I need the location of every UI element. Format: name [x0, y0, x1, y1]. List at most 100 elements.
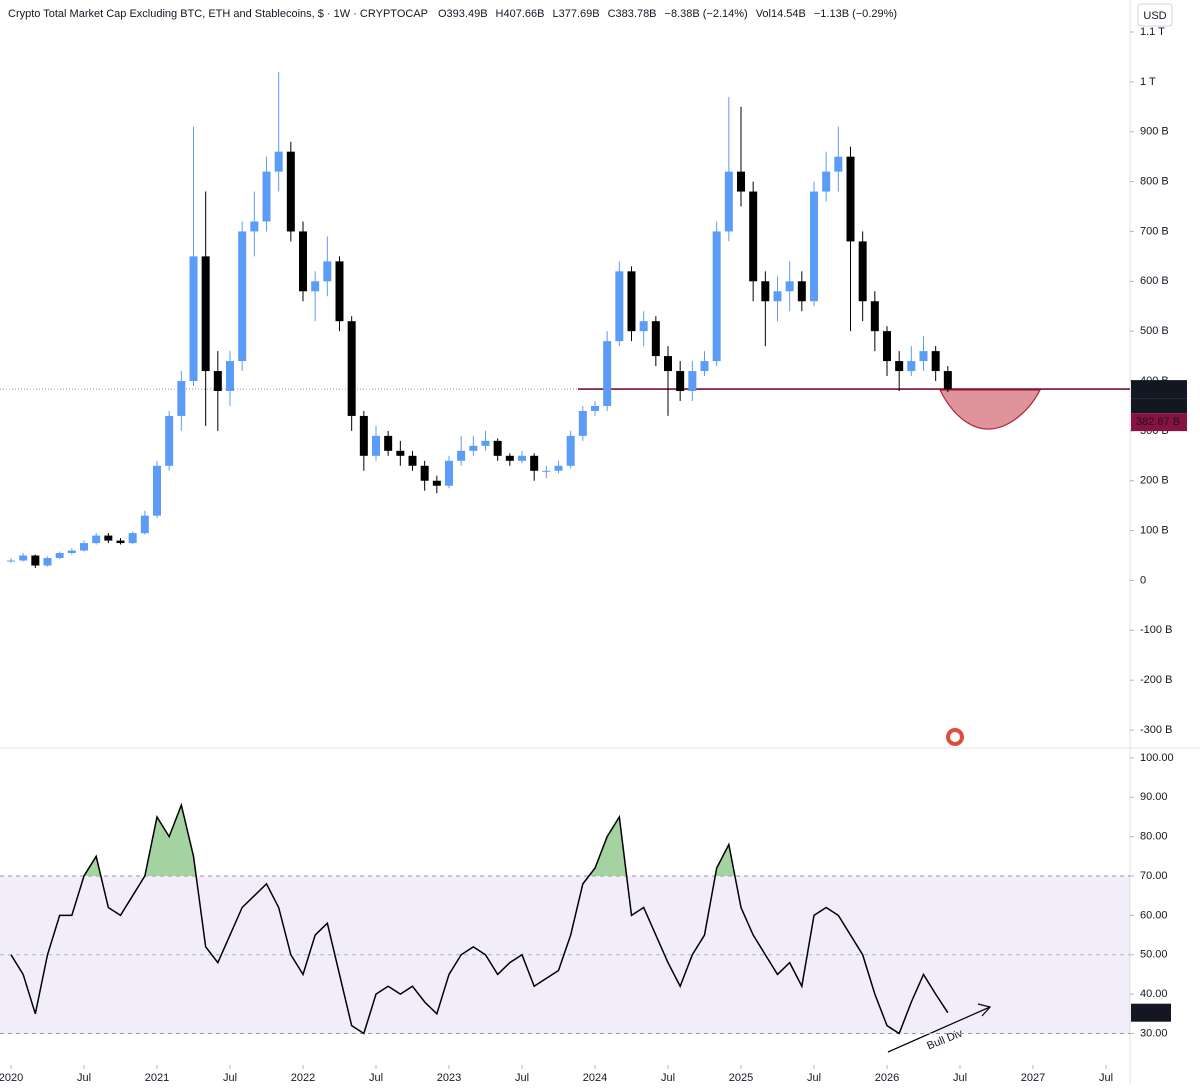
candle-body: [128, 533, 137, 544]
candle-body: [943, 371, 952, 390]
candle-body: [627, 271, 636, 332]
x-tick-label: 2020: [0, 1072, 23, 1084]
candle-body: [116, 540, 125, 544]
y-tick-label: 500 B: [1140, 325, 1169, 337]
candle-body: [323, 261, 332, 282]
event-icon-inner[interactable]: [950, 732, 960, 742]
candle-body: [578, 410, 587, 436]
candle-body: [469, 445, 478, 451]
candle-body: [530, 455, 539, 471]
y-tick-label: 30.00: [1140, 1027, 1168, 1039]
countdown-label: 4d 16h: [1136, 400, 1170, 412]
candle-body: [615, 271, 624, 342]
candle-body: [80, 543, 88, 551]
candle-body: [761, 281, 770, 302]
countdown-tag: [1131, 398, 1187, 414]
rsi-value-tag: [1131, 1003, 1171, 1022]
candle-body: [749, 191, 758, 282]
candle-body: [542, 470, 551, 472]
x-tick-label: Jul: [223, 1072, 237, 1084]
candle-body: [262, 171, 271, 222]
candle-body: [591, 405, 599, 411]
y-tick-label: 40.00: [1140, 988, 1168, 1000]
x-tick-label: Jul: [807, 1072, 821, 1084]
candle-body: [31, 555, 40, 566]
chart-title: Crypto Total Market Cap Excluding BTC, E…: [8, 8, 428, 20]
level-label: 382.87 B: [1136, 416, 1180, 428]
candle-body: [639, 321, 648, 332]
x-tick-label: 2022: [291, 1072, 315, 1084]
candle-body: [372, 435, 380, 456]
candle-body: [518, 455, 526, 461]
candle-body: [359, 415, 368, 456]
candle-body: [481, 440, 490, 446]
header-value: H407.66B: [496, 8, 545, 20]
candle-body: [870, 301, 879, 332]
candle-body: [785, 281, 794, 292]
candle-body: [664, 356, 672, 372]
header-value: O393.49B: [438, 8, 488, 20]
x-tick-label: 2026: [875, 1072, 899, 1084]
currency-label[interactable]: USD: [1143, 10, 1166, 22]
candle-body: [858, 241, 867, 302]
candle-body: [883, 331, 891, 362]
candle-body: [238, 231, 247, 362]
candle-body: [7, 560, 15, 562]
x-tick-label: 2027: [1021, 1072, 1045, 1084]
candle-body: [797, 281, 806, 302]
header-value: C383.78B: [608, 8, 657, 20]
cup-drawing: [939, 389, 1041, 430]
candle-body: [457, 450, 466, 461]
x-tick-label: 2021: [145, 1072, 169, 1084]
currency-button[interactable]: [1137, 3, 1173, 27]
candle-body: [201, 256, 210, 372]
candle-body: [226, 361, 234, 391]
y-tick-label: 70.00: [1140, 870, 1168, 882]
x-tick-label: Jul: [369, 1072, 383, 1084]
level-tag: [1131, 413, 1187, 432]
y-tick-label: 100 B: [1140, 525, 1169, 537]
x-tick-label: Jul: [661, 1072, 675, 1084]
y-tick-label: -200 B: [1140, 674, 1172, 686]
y-tick-label: 1.1 T: [1140, 26, 1165, 38]
candle-body: [651, 321, 660, 357]
candle-body: [432, 480, 441, 486]
arrow-head: [977, 1003, 992, 1017]
rsi-band: [0, 876, 1130, 1034]
x-tick-label: 2025: [729, 1072, 753, 1084]
candle-body: [420, 465, 429, 481]
candle-body: [603, 341, 612, 406]
candle-body: [55, 553, 64, 559]
y-tick-label: 100.00: [1140, 752, 1174, 764]
y-tick-label: -100 B: [1140, 624, 1172, 636]
header-value: −1.13B (−0.29%): [814, 8, 897, 20]
candle-body: [737, 171, 745, 192]
candle-body: [274, 151, 283, 172]
candle-body: [700, 361, 709, 372]
candle-body: [919, 351, 928, 362]
candle-body: [505, 455, 514, 461]
header-value: L377.69B: [552, 8, 599, 20]
y-tick-label: 800 B: [1140, 175, 1169, 187]
header-value: −8.38B (−2.14%): [665, 8, 748, 20]
candle-body: [250, 221, 259, 232]
candle-body: [384, 435, 393, 451]
y-tick-label: 50.00: [1140, 949, 1168, 961]
candle-body: [153, 465, 161, 516]
candle-body: [676, 371, 685, 391]
y-tick-label: 700 B: [1140, 225, 1169, 237]
candle-body: [177, 381, 186, 416]
candle-body: [213, 371, 222, 391]
rsi-line: [10, 802, 949, 1035]
y-tick-label: 200 B: [1140, 475, 1169, 487]
candle-body: [19, 555, 28, 561]
candle-body: [822, 171, 831, 192]
divergence-arrow: [887, 1006, 991, 1053]
x-tick-label: Jul: [1099, 1072, 1113, 1084]
last-price-tag: [1131, 380, 1187, 399]
candle-body: [895, 361, 904, 372]
candle-body: [286, 151, 295, 232]
x-tick-label: 2024: [583, 1072, 607, 1084]
y-tick-label: -300 B: [1140, 724, 1172, 736]
